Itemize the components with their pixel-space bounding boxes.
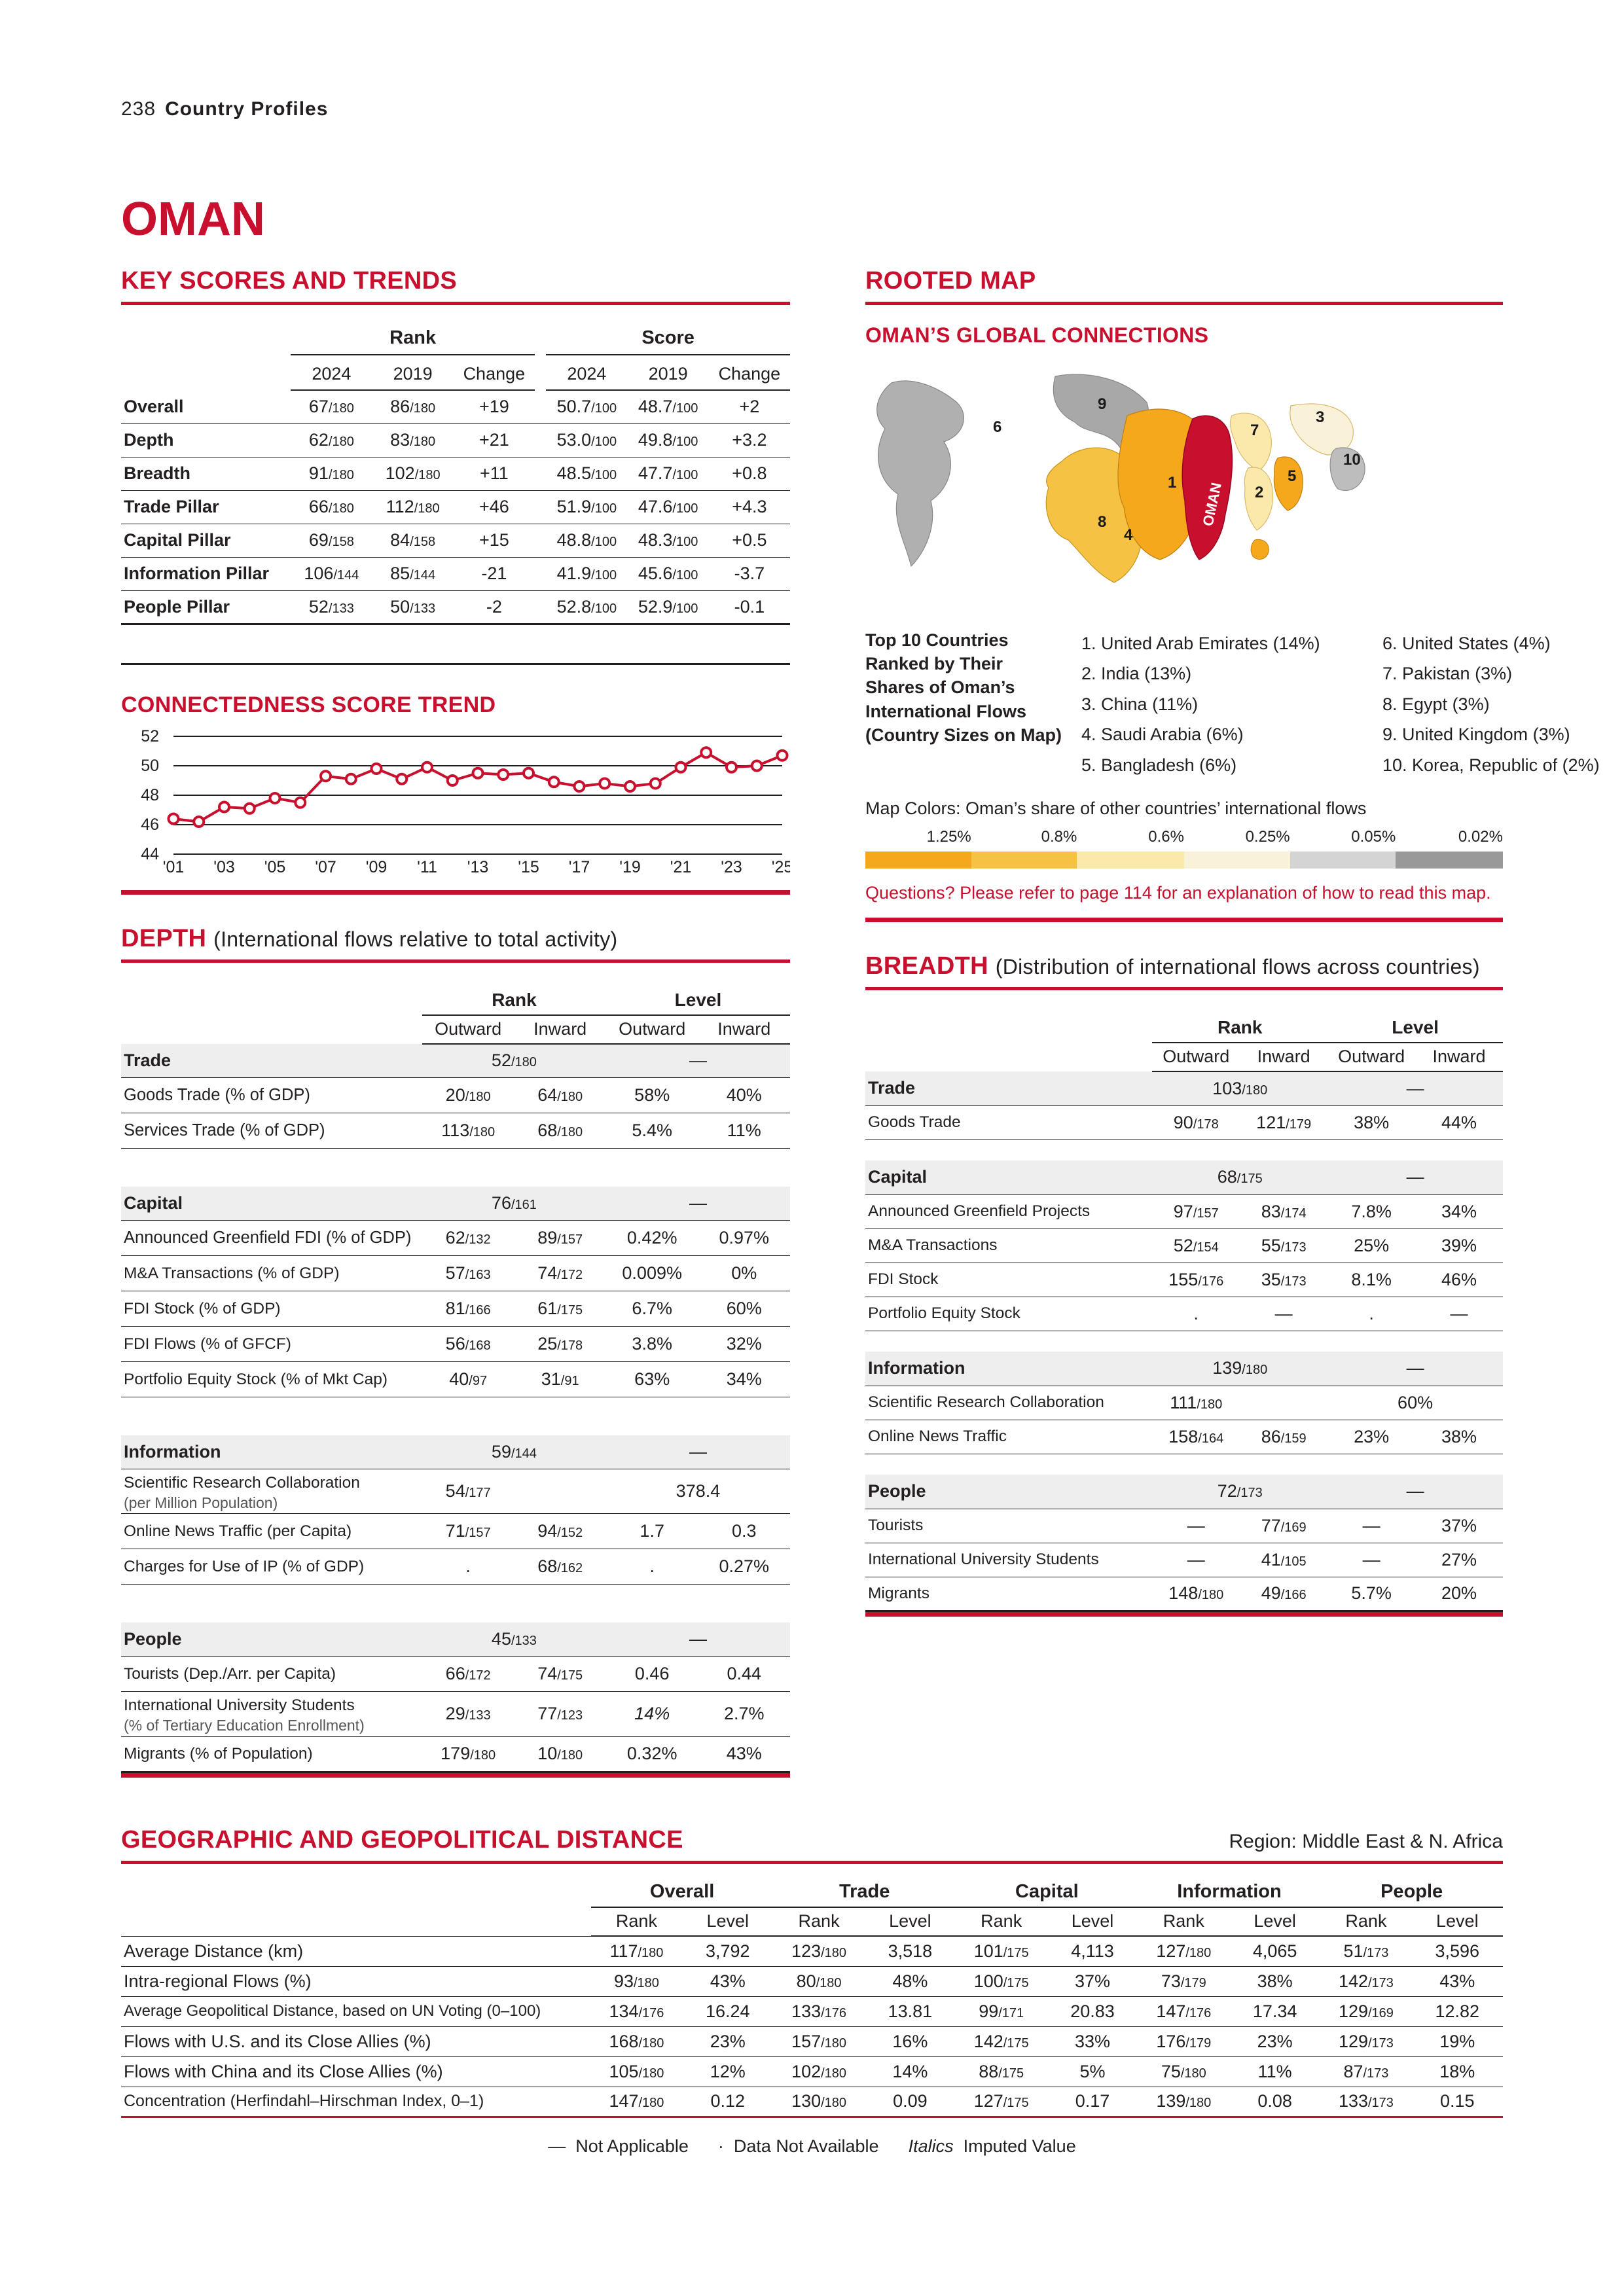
svg-text:'23: '23 [721, 858, 742, 876]
svg-text:52: 52 [141, 727, 159, 745]
svg-text:5: 5 [1288, 467, 1296, 485]
svg-text:'17: '17 [569, 858, 590, 876]
svg-text:'21: '21 [670, 858, 692, 876]
svg-text:'03: '03 [213, 858, 235, 876]
svg-text:'01: '01 [163, 858, 185, 876]
svg-text:3: 3 [1316, 408, 1324, 426]
svg-text:'11: '11 [417, 858, 437, 876]
svg-text:'13: '13 [467, 858, 489, 876]
svg-text:6: 6 [993, 418, 1001, 436]
svg-text:46: 46 [141, 816, 159, 834]
svg-text:1: 1 [1168, 474, 1176, 492]
svg-text:'05: '05 [264, 858, 286, 876]
svg-text:'19: '19 [619, 858, 641, 876]
svg-text:48: 48 [141, 786, 159, 804]
svg-text:2: 2 [1255, 484, 1263, 501]
svg-text:'07: '07 [315, 858, 336, 876]
svg-text:9: 9 [1098, 395, 1106, 413]
svg-text:4: 4 [1124, 526, 1133, 544]
svg-text:'25: '25 [772, 858, 790, 876]
svg-text:'09: '09 [366, 858, 388, 876]
svg-text:10: 10 [1343, 451, 1361, 469]
svg-text:8: 8 [1098, 513, 1106, 531]
svg-text:44: 44 [141, 845, 159, 863]
svg-text:'15: '15 [518, 858, 539, 876]
svg-text:7: 7 [1250, 422, 1259, 439]
svg-text:50: 50 [141, 757, 159, 775]
